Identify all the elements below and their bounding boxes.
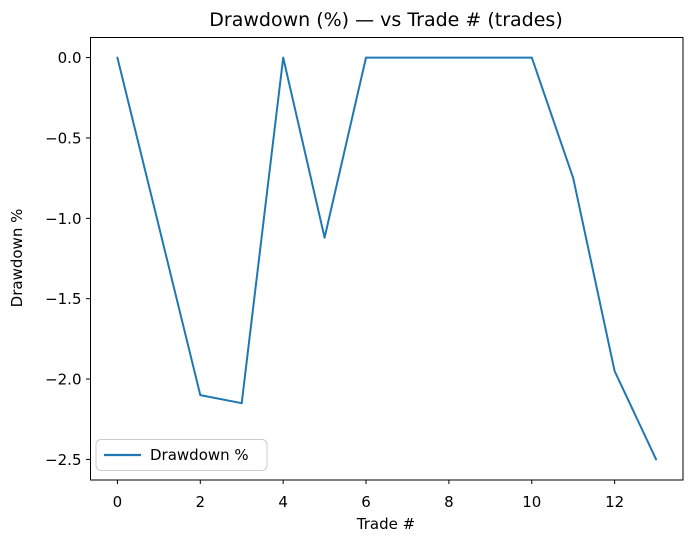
y-tick-label: −0.5 <box>45 129 81 147</box>
chart-title: Drawdown (%) — vs Trade # (trades) <box>209 9 562 31</box>
x-tick-label: 8 <box>444 493 454 511</box>
x-axis-label: Trade # <box>356 515 415 533</box>
y-axis-ticks: 0.0 −0.5 −1.0 −1.5 −2.0 −2.5 <box>45 49 91 469</box>
drawdown-line <box>116 56 658 461</box>
legend-label: Drawdown % <box>150 446 249 464</box>
x-axis-ticks: 0 2 4 6 8 10 12 <box>113 479 624 511</box>
axes-frame <box>90 37 684 481</box>
x-tick-label: 2 <box>196 493 206 511</box>
x-tick-label: 10 <box>522 493 541 511</box>
x-tick-label: 6 <box>361 493 371 511</box>
x-tick-label: 12 <box>605 493 624 511</box>
x-tick-label: 4 <box>278 493 288 511</box>
y-tick-label: −2.0 <box>45 371 81 389</box>
y-tick-label: −1.0 <box>45 210 81 228</box>
y-tick-label: −2.5 <box>45 451 81 469</box>
legend: Drawdown % <box>95 439 268 471</box>
y-tick-label: 0.0 <box>58 49 82 67</box>
legend-box <box>95 439 268 471</box>
y-axis-label: Drawdown % <box>8 209 26 308</box>
x-tick-label: 0 <box>113 493 123 511</box>
y-tick-label: −1.5 <box>45 290 81 308</box>
